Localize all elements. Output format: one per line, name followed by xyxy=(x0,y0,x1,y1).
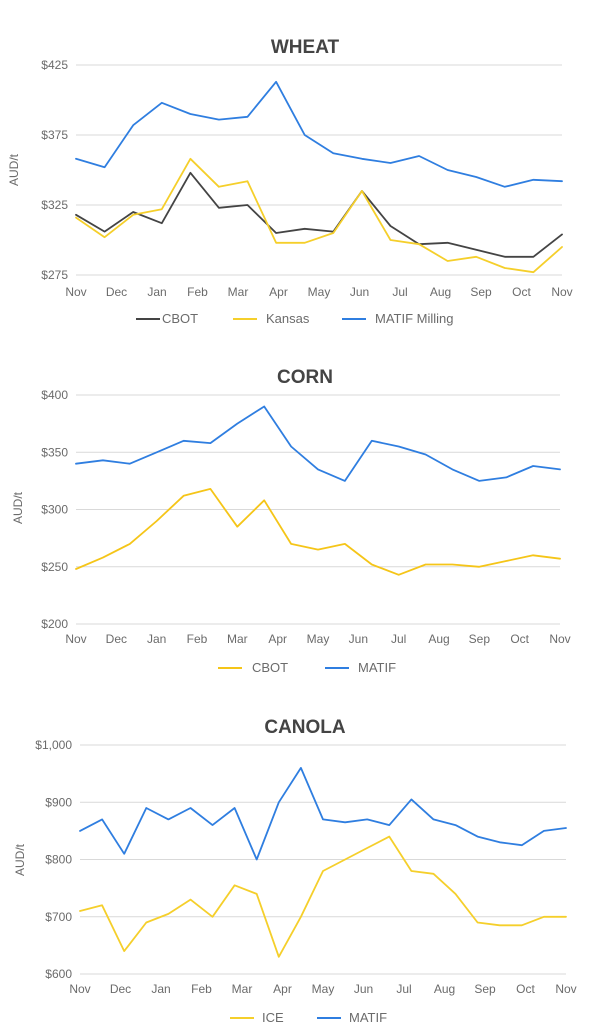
wheat-series-cbot xyxy=(75,171,563,258)
wheat-xtick-label: Sep xyxy=(470,285,492,299)
wheat-xtick-label: Jul xyxy=(392,285,407,299)
corn-xtick-label: Jan xyxy=(147,632,166,646)
wheat-xtick-label: Dec xyxy=(106,285,127,299)
wheat-legend-label-kansas: Kansas xyxy=(266,311,310,326)
corn-xtick-label: Oct xyxy=(510,632,529,646)
canola-xtick-label: Mar xyxy=(232,982,253,996)
wheat-legend-label-cbot: CBOT xyxy=(162,311,198,326)
wheat-xtick-label: Aug xyxy=(430,285,451,299)
corn-title: CORN xyxy=(277,367,333,388)
wheat-title: WHEAT xyxy=(271,37,340,58)
wheat-series-matif-milling xyxy=(75,80,563,188)
wheat-xtick-label: Jun xyxy=(350,285,369,299)
wheat-ytick-label: $425 xyxy=(41,58,68,72)
canola-series-matif xyxy=(79,767,567,861)
canola-ytick-label: $700 xyxy=(45,910,72,924)
corn-ytick-label: $250 xyxy=(41,560,68,574)
wheat-xtick-label: Oct xyxy=(512,285,531,299)
corn-xtick-label: Jul xyxy=(391,632,406,646)
corn-xtick-label: Dec xyxy=(106,632,127,646)
wheat-legend-label-matif-milling: MATIF Milling xyxy=(375,311,453,326)
wheat-xtick-label: May xyxy=(308,285,331,299)
wheat-ytick-label: $325 xyxy=(41,198,68,212)
corn-xtick-label: May xyxy=(307,632,330,646)
wheat-xtick-label: Jan xyxy=(147,285,166,299)
wheat-xtick-label: Nov xyxy=(551,285,572,299)
corn-y-axis-label: AUD/t xyxy=(11,491,25,524)
canola-xtick-label: Jun xyxy=(354,982,373,996)
corn-xtick-label: Aug xyxy=(428,632,449,646)
canola-ytick-label: $600 xyxy=(45,967,72,981)
corn-xtick-label: Jun xyxy=(349,632,368,646)
canola-xtick-label: Apr xyxy=(273,982,292,996)
wheat-ytick-label: $375 xyxy=(41,128,68,142)
canola-xtick-label: Jan xyxy=(151,982,170,996)
corn-xtick-label: Nov xyxy=(65,632,86,646)
canola-xtick-label: Dec xyxy=(110,982,131,996)
corn-xtick-label: Sep xyxy=(469,632,491,646)
wheat-y-axis-label: AUD/t xyxy=(7,153,21,186)
wheat-ytick-label: $275 xyxy=(41,268,68,282)
corn-legend-label-cbot: CBOT xyxy=(252,660,288,675)
corn-series-cbot xyxy=(75,487,561,576)
corn-series-matif xyxy=(75,405,561,482)
canola-ytick-label: $800 xyxy=(45,853,72,867)
corn-xtick-label: Apr xyxy=(268,632,287,646)
canola-xtick-label: Feb xyxy=(191,982,212,996)
wheat-xtick-label: Nov xyxy=(65,285,86,299)
canola-legend-label-ice: ICE xyxy=(262,1010,284,1025)
canola-title: CANOLA xyxy=(264,717,346,738)
canola-xtick-label: May xyxy=(312,982,335,996)
canola-xtick-label: Jul xyxy=(396,982,411,996)
wheat-xtick-label: Apr xyxy=(269,285,288,299)
corn-xtick-label: Mar xyxy=(227,632,248,646)
corn-xtick-label: Feb xyxy=(187,632,208,646)
wheat-xtick-label: Feb xyxy=(187,285,208,299)
corn-xtick-label: Nov xyxy=(549,632,570,646)
corn-ytick-label: $400 xyxy=(41,388,68,402)
corn-ytick-label: $300 xyxy=(41,503,68,517)
corn-ytick-label: $200 xyxy=(41,617,68,631)
corn-legend-label-matif: MATIF xyxy=(358,660,396,675)
canola-y-axis-label: AUD/t xyxy=(13,843,27,876)
canola-xtick-label: Oct xyxy=(516,982,535,996)
wheat-series-kansas xyxy=(75,157,563,274)
canola-ytick-label: $900 xyxy=(45,795,72,809)
canola-xtick-label: Aug xyxy=(434,982,455,996)
canola-series-ice xyxy=(79,835,567,958)
canola-xtick-label: Sep xyxy=(474,982,496,996)
canola-ytick-label: $1,000 xyxy=(35,738,72,752)
canola-xtick-label: Nov xyxy=(555,982,576,996)
canola-xtick-label: Nov xyxy=(69,982,90,996)
canola-legend-label-matif: MATIF xyxy=(349,1010,387,1025)
corn-ytick-label: $350 xyxy=(41,445,68,459)
wheat-xtick-label: Mar xyxy=(228,285,249,299)
